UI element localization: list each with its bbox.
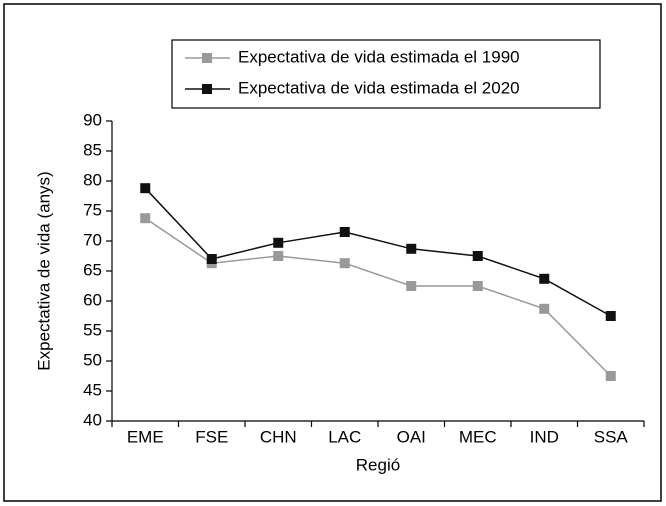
series-line [144, 187, 612, 317]
legend-marker [202, 84, 212, 94]
x-tick-label: MEC [459, 427, 497, 446]
legend-label: Expectativa de vida estimada el 1990 [238, 47, 520, 66]
y-tick-label: 60 [83, 290, 102, 309]
point [140, 183, 151, 194]
point [339, 258, 350, 269]
x-axis-label: Regió [356, 455, 400, 474]
point [406, 281, 417, 291]
y-tick-label: 90 [83, 110, 102, 129]
point [472, 281, 483, 291]
point [406, 243, 417, 254]
point [273, 237, 284, 248]
x-tick-label: EME [127, 427, 164, 446]
point [206, 254, 217, 264]
x-tick-label: SSA [594, 427, 629, 446]
x-tick-label: FSE [195, 427, 228, 446]
y-tick-label: 50 [83, 350, 102, 369]
x-tick-label: IND [530, 427, 559, 446]
point [273, 251, 284, 261]
series-line [144, 217, 612, 377]
point [539, 273, 550, 284]
y-tick-label: 80 [83, 170, 102, 189]
y-tick-label: 45 [83, 380, 102, 399]
x-tick-label: CHN [260, 427, 297, 446]
legend-marker [202, 53, 212, 63]
point [472, 251, 483, 261]
point [605, 311, 616, 321]
x-tick-label: LAC [328, 427, 361, 446]
legend-box [171, 39, 601, 109]
point [140, 213, 151, 224]
y-tick-label: 85 [83, 140, 102, 159]
y-tick-label: 55 [83, 320, 102, 339]
point [605, 371, 616, 381]
y-tick-label: 40 [83, 410, 102, 429]
point [339, 227, 350, 237]
y-axis-label: Expectativa de vida (anys) [34, 171, 53, 370]
x-tick-label: OAI [397, 427, 426, 446]
y-tick-label: 70 [83, 230, 102, 249]
y-tick-label: 75 [83, 200, 102, 219]
legend-label: Expectativa de vida estimada el 2020 [238, 78, 520, 97]
y-tick-label: 65 [83, 260, 102, 279]
point [539, 303, 550, 314]
